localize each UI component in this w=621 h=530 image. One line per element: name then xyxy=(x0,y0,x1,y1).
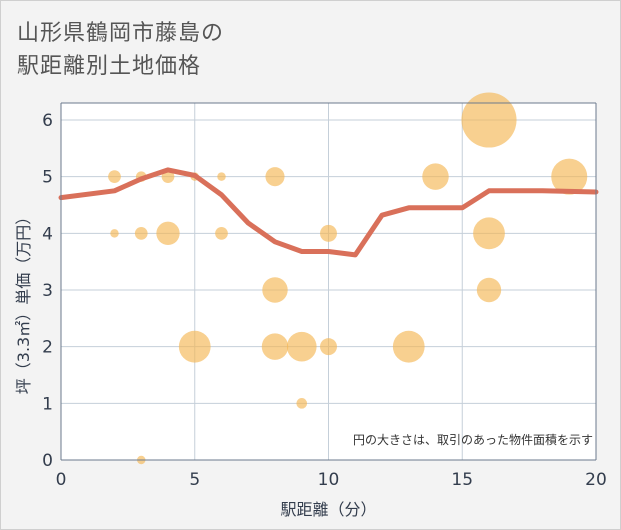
bubble-point xyxy=(551,158,588,195)
y-tick-label: 6 xyxy=(42,111,53,131)
title-line-2: 駅距離別土地価格 xyxy=(17,54,202,79)
x-tick-label: 0 xyxy=(56,470,67,490)
x-tick-label: 10 xyxy=(318,470,340,490)
bubble-point xyxy=(108,170,121,184)
y-tick-label: 5 xyxy=(42,168,53,188)
bubble-point xyxy=(215,226,228,240)
x-tick-label: 15 xyxy=(451,470,473,490)
axes xyxy=(60,102,597,461)
bubble-point xyxy=(110,229,119,238)
bubble-point xyxy=(392,330,425,363)
bubble-point xyxy=(296,398,308,409)
bubble-point xyxy=(320,338,337,356)
x-tick-labels: 0 5 10 15 20 xyxy=(56,470,607,490)
bubble-point xyxy=(320,224,337,242)
y-tick-label: 1 xyxy=(42,394,53,414)
y-tick-labels: 0 1 2 3 4 5 6 xyxy=(42,111,53,471)
trend-line xyxy=(58,167,599,258)
bubble-point xyxy=(476,277,502,303)
title-line-1: 山形県鶴岡市藤島の xyxy=(17,21,225,46)
bubble-point xyxy=(286,331,317,362)
bubble-point xyxy=(461,92,517,148)
bubble-point xyxy=(262,277,288,303)
size-note: 円の大きさは、取引のあった物件面積を示す xyxy=(353,432,593,447)
bubble-point xyxy=(156,221,180,245)
chart-title: 山形県鶴岡市藤島の 駅距離別土地価格 xyxy=(17,17,224,83)
x-axis-label: 駅距離（分） xyxy=(280,500,376,519)
x-tick-label: 5 xyxy=(189,470,200,490)
y-tick-label: 0 xyxy=(42,451,53,471)
bubble-point xyxy=(217,172,226,181)
bubble-point xyxy=(473,217,505,250)
bubble-point xyxy=(178,330,211,363)
y-tick-label: 3 xyxy=(42,281,53,301)
bubble-point xyxy=(261,333,289,360)
bubbles-layer xyxy=(108,92,588,465)
y-axis-label: 坪（3.3㎡）単価（万円） xyxy=(14,209,33,394)
bubble-point xyxy=(134,226,148,240)
x-tick-label: 20 xyxy=(585,470,607,490)
y-tick-label: 2 xyxy=(42,338,53,358)
y-tick-label: 4 xyxy=(42,224,53,244)
bubble-point xyxy=(265,167,285,187)
bubble-point xyxy=(422,163,449,190)
